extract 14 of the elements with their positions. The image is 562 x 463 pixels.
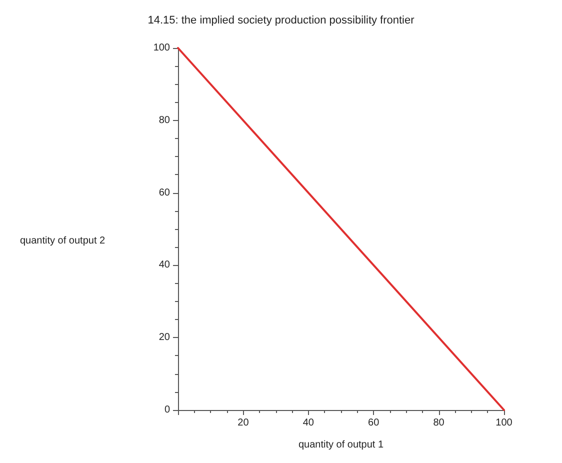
x-tick-label: 80: [433, 418, 445, 428]
y-tick-label: 100: [153, 42, 170, 54]
x-tick-label: 20: [238, 418, 250, 428]
x-tick-label: 100: [496, 418, 513, 428]
y-tick-label: 40: [158, 260, 170, 271]
x-tick-label: 60: [368, 418, 380, 428]
x-tick-label: 40: [302, 418, 314, 428]
y-tick-label: 20: [158, 332, 170, 344]
chart-title: 14.15: the implied society production possibility frontier: [148, 14, 415, 26]
x-axis-title: quantity of output 1: [298, 440, 384, 450]
y-tick-label: 60: [158, 187, 170, 198]
y-tick-label: 0: [164, 404, 170, 416]
y-axis-title: quantity of output 2: [20, 236, 106, 246]
y-tick-label: 80: [158, 114, 170, 126]
